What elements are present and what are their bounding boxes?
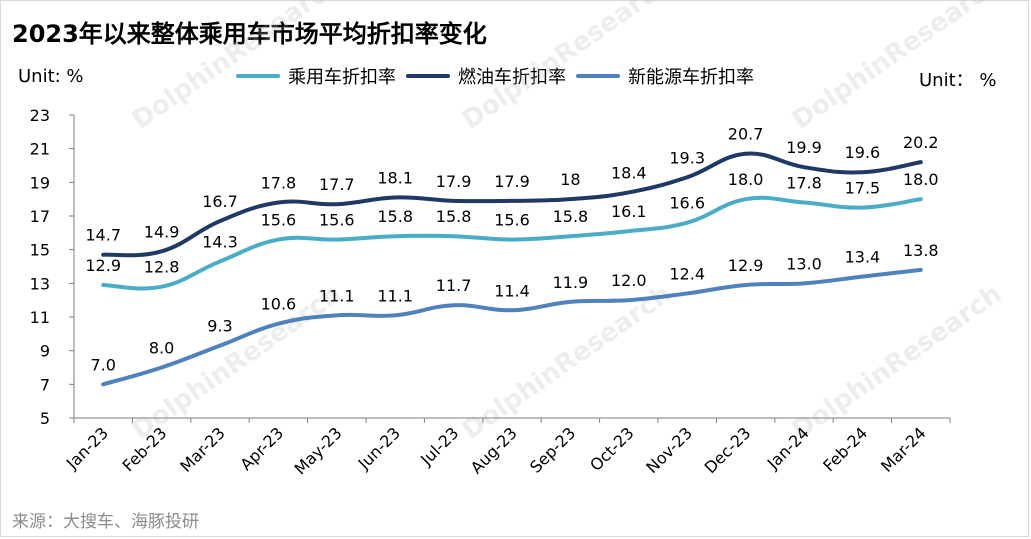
x-tick-label: Jan-23 bbox=[62, 423, 112, 473]
data-label-passenger: 15.6 bbox=[261, 211, 297, 230]
data-label-fuel: 19.9 bbox=[786, 138, 822, 157]
y-tick-label: 13 bbox=[30, 274, 50, 293]
data-label-passenger: 15.8 bbox=[377, 207, 413, 226]
data-label-fuel: 17.8 bbox=[261, 174, 297, 193]
legend-label-nev: 新能源车折扣率 bbox=[628, 67, 754, 88]
y-tick-label: 7 bbox=[40, 375, 50, 394]
y-tick-label: 19 bbox=[30, 173, 50, 192]
data-label-nev: 12.4 bbox=[669, 264, 705, 283]
data-label-passenger: 15.6 bbox=[319, 211, 355, 230]
legend-swatch-passenger bbox=[236, 74, 280, 78]
data-label-nev: 12.9 bbox=[728, 256, 764, 275]
data-label-passenger: 15.8 bbox=[553, 207, 589, 226]
data-label-fuel: 19.6 bbox=[845, 143, 881, 162]
data-label-nev: 8.0 bbox=[149, 339, 174, 358]
legend-label-passenger: 乘用车折扣率 bbox=[288, 67, 396, 88]
data-label-fuel: 17.7 bbox=[319, 175, 355, 194]
data-label-fuel: 18 bbox=[560, 170, 580, 189]
data-label-passenger: 15.6 bbox=[494, 211, 530, 230]
legend: 乘用车折扣率 燃油车折扣率 新能源车折扣率 bbox=[236, 62, 764, 90]
data-label-passenger: 18.0 bbox=[728, 170, 764, 189]
x-tick-label: Oct-23 bbox=[586, 423, 637, 474]
data-label-nev: 7.0 bbox=[90, 355, 115, 374]
data-label-fuel: 14.9 bbox=[144, 222, 180, 241]
x-tick-label: Mar-23 bbox=[176, 423, 229, 476]
data-label-fuel: 17.9 bbox=[494, 172, 530, 191]
legend-item-nev: 新能源车折扣率 bbox=[576, 63, 754, 89]
source-note: 来源：大搜车、海豚投研 bbox=[12, 512, 199, 532]
legend-swatch-nev bbox=[576, 74, 620, 78]
data-label-fuel: 17.9 bbox=[436, 172, 472, 191]
data-label-passenger: 16.1 bbox=[611, 202, 647, 221]
x-tick-label: Jul-23 bbox=[416, 423, 462, 469]
data-label-nev: 9.3 bbox=[207, 317, 232, 336]
data-label-nev: 13.0 bbox=[786, 254, 822, 273]
data-label-nev: 11.4 bbox=[494, 281, 530, 300]
data-label-passenger: 12.8 bbox=[144, 258, 180, 277]
data-label-passenger: 15.8 bbox=[436, 207, 472, 226]
x-tick-label: Apr-23 bbox=[236, 423, 287, 474]
data-label-passenger: 18.0 bbox=[903, 170, 939, 189]
y-tick-label: 21 bbox=[30, 140, 50, 159]
watermark-text: DolphinResearch bbox=[787, 0, 1007, 136]
data-label-nev: 13.8 bbox=[903, 241, 939, 260]
data-label-passenger: 16.6 bbox=[669, 194, 705, 213]
data-label-nev: 12.0 bbox=[611, 271, 647, 290]
y-tick-label: 15 bbox=[30, 241, 50, 260]
x-tick-label: Nov-23 bbox=[642, 423, 696, 477]
data-label-fuel: 20.7 bbox=[728, 125, 764, 144]
data-label-nev: 10.6 bbox=[261, 295, 297, 314]
data-label-nev: 11.1 bbox=[319, 286, 355, 305]
watermark-text: DolphinResearch bbox=[457, 0, 677, 136]
legend-item-passenger: 乘用车折扣率 bbox=[236, 63, 396, 89]
y-tick-label: 5 bbox=[40, 409, 50, 428]
data-label-passenger: 12.9 bbox=[85, 256, 121, 275]
data-label-fuel: 14.7 bbox=[85, 226, 121, 245]
unit-label-right: Unit： % bbox=[919, 70, 997, 91]
x-tick-label: Jan-24 bbox=[763, 423, 813, 473]
data-label-fuel: 16.7 bbox=[202, 192, 238, 211]
data-label-nev: 13.4 bbox=[845, 248, 881, 267]
data-label-passenger: 14.3 bbox=[202, 232, 238, 251]
legend-swatch-fuel bbox=[406, 74, 450, 78]
x-tick-label: Feb-24 bbox=[819, 423, 871, 475]
chart-title: 2023年以来整体乘用车市场平均折扣率变化 bbox=[12, 20, 487, 48]
y-tick-label: 17 bbox=[30, 207, 50, 226]
data-label-fuel: 18.4 bbox=[611, 163, 647, 182]
data-label-passenger: 17.5 bbox=[845, 179, 881, 198]
data-label-nev: 11.7 bbox=[436, 276, 472, 295]
x-tick-label: Sep-23 bbox=[526, 423, 579, 476]
legend-item-fuel: 燃油车折扣率 bbox=[406, 63, 566, 89]
data-label-nev: 11.1 bbox=[377, 286, 413, 305]
data-label-nev: 11.9 bbox=[553, 273, 589, 292]
y-tick-label: 9 bbox=[40, 342, 50, 361]
x-tick-label: Jun-23 bbox=[354, 423, 404, 473]
unit-label-left: Unit: % bbox=[18, 66, 84, 87]
watermark-text: DolphinResearch bbox=[127, 279, 347, 446]
x-tick-label: Dec-23 bbox=[701, 423, 755, 477]
x-tick-label: May-23 bbox=[291, 423, 346, 478]
data-label-fuel: 20.2 bbox=[903, 133, 939, 152]
watermark-text: DolphinResearch bbox=[787, 279, 1007, 446]
y-tick-label: 23 bbox=[30, 106, 50, 125]
y-tick-label: 11 bbox=[30, 308, 50, 327]
x-tick-label: Mar-24 bbox=[877, 423, 930, 476]
data-label-fuel: 19.3 bbox=[669, 148, 705, 167]
legend-label-fuel: 燃油车折扣率 bbox=[458, 67, 566, 88]
watermark-text: DolphinResearch bbox=[127, 0, 347, 136]
data-label-passenger: 17.8 bbox=[786, 174, 822, 193]
data-label-fuel: 18.1 bbox=[377, 168, 413, 187]
